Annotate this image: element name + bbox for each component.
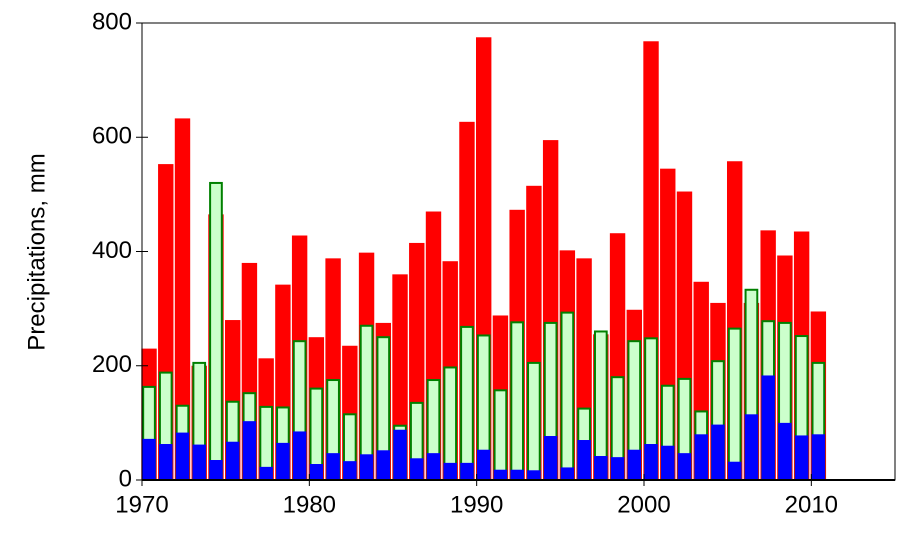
x-tick-label: 2010 [785, 491, 838, 518]
bar [343, 461, 357, 480]
y-tick-label: 800 [92, 8, 132, 35]
bar [761, 375, 775, 480]
x-tick-label: 1990 [450, 491, 503, 518]
bar [209, 460, 223, 480]
bar [242, 421, 257, 480]
bar [493, 469, 508, 480]
bar [326, 453, 340, 480]
bar [209, 181, 223, 481]
bar [560, 467, 575, 480]
bar [393, 429, 407, 480]
x-tick-label: 1980 [283, 491, 336, 518]
x-tick-label: 2000 [617, 491, 670, 518]
bar [794, 435, 809, 480]
bar [644, 444, 658, 480]
y-tick-label: 400 [92, 237, 132, 264]
bar [811, 434, 826, 480]
bar [527, 470, 541, 480]
y-tick-label: 200 [92, 351, 132, 378]
bar [359, 454, 374, 480]
bar [543, 436, 558, 480]
bar [477, 449, 491, 480]
bar [661, 445, 675, 480]
bar [426, 453, 441, 480]
bar [510, 469, 524, 480]
bar [192, 444, 206, 480]
bar [292, 431, 307, 480]
y-tick-label: 600 [92, 123, 132, 150]
bar [159, 444, 173, 480]
bar [276, 442, 290, 480]
bar [728, 461, 742, 480]
bar [527, 361, 541, 481]
bar [677, 453, 692, 480]
bar [460, 325, 474, 481]
bar [610, 457, 625, 480]
bar [778, 422, 792, 480]
bar [493, 389, 508, 481]
bar [175, 432, 190, 480]
bar [627, 449, 641, 480]
y-axis-label: Precipitations, mm [23, 153, 50, 350]
bar [560, 311, 575, 481]
bar [376, 450, 390, 480]
bar [226, 441, 240, 480]
bar [142, 438, 156, 480]
bar [744, 414, 759, 480]
bar [259, 466, 273, 480]
bar [410, 458, 424, 480]
bar [711, 424, 725, 480]
bar [443, 462, 457, 480]
x-tick-label: 1970 [115, 491, 168, 518]
bar [594, 456, 608, 480]
bar [577, 440, 591, 480]
bar [510, 321, 525, 481]
y-tick-label: 0 [119, 465, 132, 492]
bar [174, 118, 191, 481]
bar [309, 464, 324, 480]
bar [694, 434, 708, 480]
bar [460, 462, 474, 480]
bar [727, 327, 742, 481]
